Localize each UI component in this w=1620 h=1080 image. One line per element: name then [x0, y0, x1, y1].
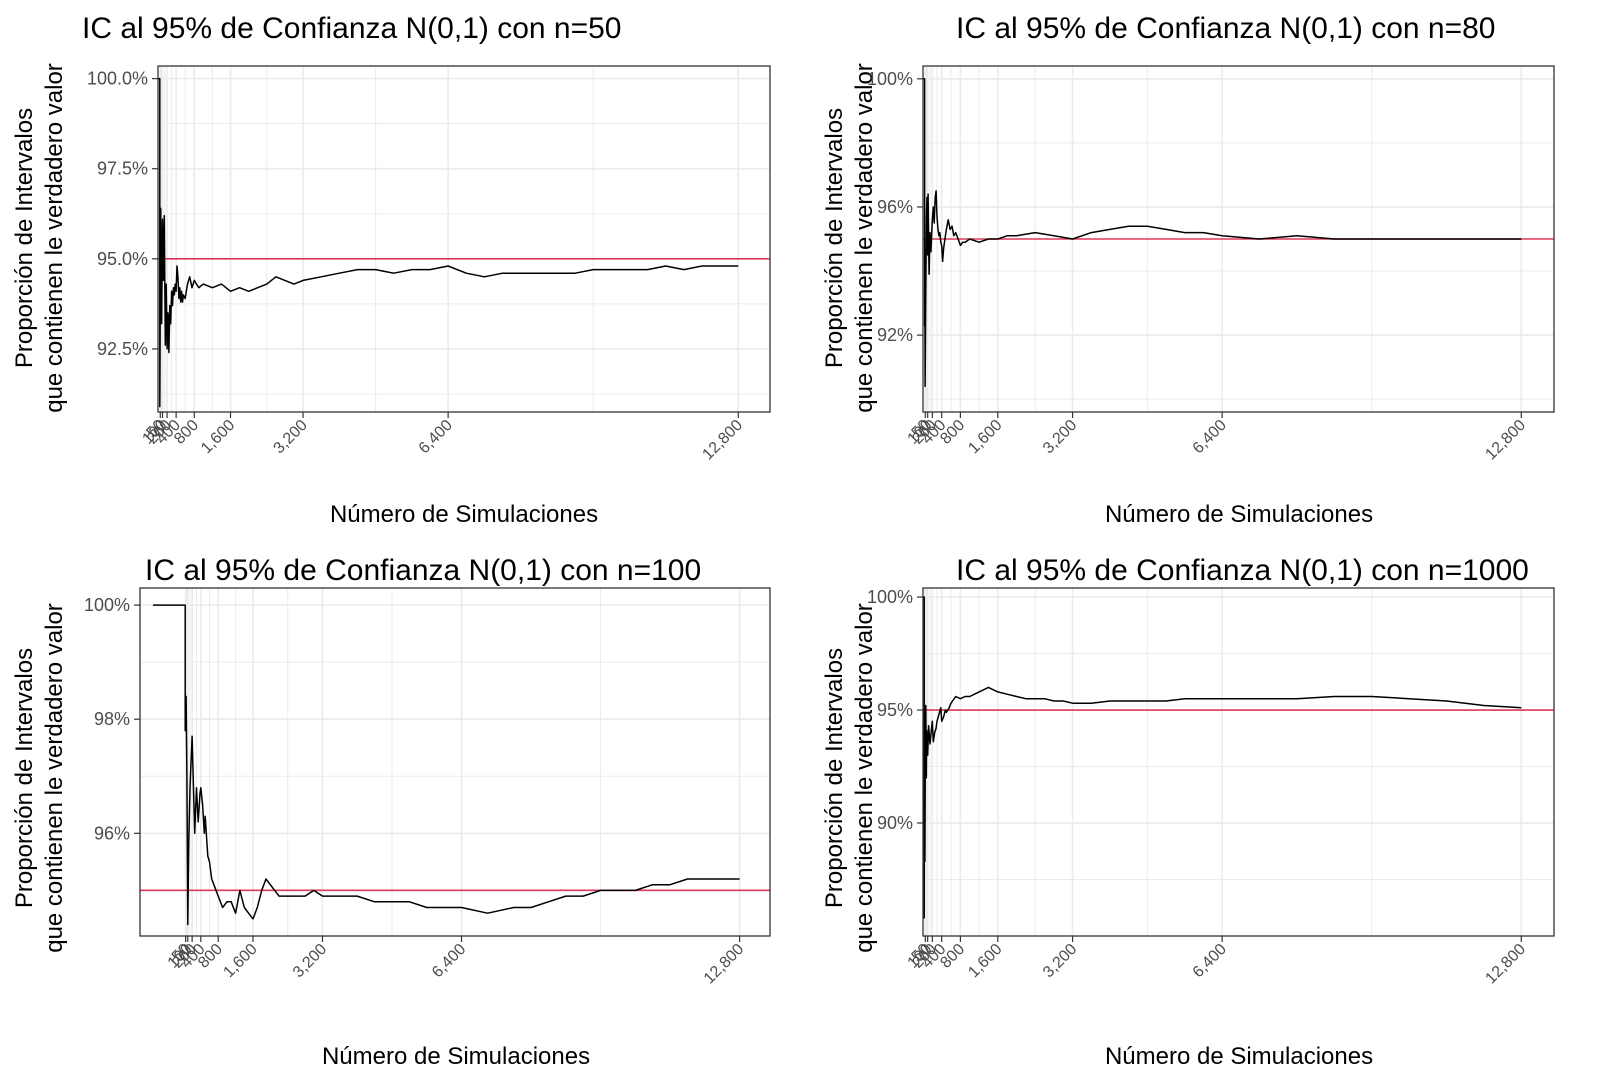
chart-svg-n80: IC al 95% de Confianza N(0,1) con n=80 N… — [821, 12, 1555, 528]
chart-panel-n80: IC al 95% de Confianza N(0,1) con n=80 N… — [810, 0, 1620, 540]
y-tick-label: 100% — [867, 69, 913, 89]
y-axis-title-line2: que contienen le verdadero valor — [41, 603, 68, 953]
x-tick-label: 12,800 — [1482, 417, 1529, 464]
chart-svg-n100: IC al 95% de Confianza N(0,1) con n=100 … — [11, 554, 771, 1070]
y-axis-title-line1: Proporción de Intervalos — [821, 108, 848, 368]
x-tick-label: 6,400 — [416, 417, 456, 457]
y-tick-label: 90% — [877, 813, 913, 833]
y-tick-label: 95% — [877, 700, 913, 720]
x-tick-label: 1,600 — [220, 941, 260, 981]
y-tick-label: 98% — [94, 709, 130, 729]
y-tick-label: 96% — [877, 197, 913, 217]
y-tick-label: 100.0% — [87, 69, 148, 89]
plot-area: 92.5%95.0%97.5%100.0%501002004008001,600… — [87, 65, 771, 464]
chart-svg-n50: IC al 95% de Confianza N(0,1) con n=50 N… — [11, 12, 771, 528]
y-axis-title-line2: que contienen le verdadero valor — [851, 63, 878, 413]
y-tick-label: 92% — [877, 325, 913, 345]
chart-svg-n1000: IC al 95% de Confianza N(0,1) con n=1000… — [821, 554, 1555, 1070]
y-axis-title-line1: Proporción de Intervalos — [11, 648, 38, 908]
y-axis-title-line1: Proporción de Intervalos — [11, 108, 38, 368]
x-tick-label: 12,800 — [1482, 941, 1529, 988]
y-axis-title-line1: Proporción de Intervalos — [821, 648, 848, 908]
chart-title: IC al 95% de Confianza N(0,1) con n=80 — [956, 12, 1496, 45]
x-tick-label: 3,200 — [290, 941, 330, 981]
x-tick-label: 1,600 — [965, 417, 1005, 457]
y-axis-title-line2: que contienen le verdadero valor — [41, 63, 68, 413]
x-axis-title: Número de Simulaciones — [330, 501, 598, 528]
plot-border — [139, 587, 771, 937]
x-tick-label: 6,400 — [429, 941, 469, 981]
series-line — [923, 596, 1522, 919]
y-tick-label: 100% — [867, 587, 913, 607]
x-tick-label: 12,800 — [701, 941, 748, 988]
x-tick-label: 3,200 — [1040, 417, 1080, 457]
x-tick-label: 6,400 — [1190, 941, 1230, 981]
x-tick-label: 6,400 — [1190, 417, 1230, 457]
y-tick-label: 95.0% — [97, 249, 148, 269]
chart-title: IC al 95% de Confianza N(0,1) con n=1000 — [956, 554, 1529, 587]
chart-title: IC al 95% de Confianza N(0,1) con n=50 — [82, 12, 622, 45]
y-tick-label: 97.5% — [97, 159, 148, 179]
y-tick-label: 92.5% — [97, 339, 148, 359]
series-line — [158, 77, 739, 408]
y-tick-label: 100% — [84, 595, 130, 615]
series-line — [153, 604, 740, 926]
chart-title: IC al 95% de Confianza N(0,1) con n=100 — [145, 554, 701, 587]
chart-panel-n50: IC al 95% de Confianza N(0,1) con n=50 N… — [0, 0, 810, 540]
plot-border — [922, 587, 1555, 937]
x-tick-label: 1,600 — [198, 417, 238, 457]
series-line — [923, 78, 1522, 388]
chart-panel-n100: IC al 95% de Confianza N(0,1) con n=100 … — [0, 540, 810, 1080]
x-tick-label: 1,600 — [965, 941, 1005, 981]
x-tick-label: 3,200 — [271, 417, 311, 457]
x-axis-title: Número de Simulaciones — [322, 1043, 590, 1070]
y-tick-label: 96% — [94, 823, 130, 843]
chart-panel-n1000: IC al 95% de Confianza N(0,1) con n=1000… — [810, 540, 1620, 1080]
x-axis-title: Número de Simulaciones — [1105, 1043, 1373, 1070]
y-axis-title-line2: que contienen le verdadero valor — [851, 603, 878, 953]
x-tick-label: 3,200 — [1040, 941, 1080, 981]
x-axis-title: Número de Simulaciones — [1105, 501, 1373, 528]
plot-border — [157, 65, 771, 413]
x-tick-label: 12,800 — [699, 417, 746, 464]
plot-border — [922, 65, 1555, 413]
